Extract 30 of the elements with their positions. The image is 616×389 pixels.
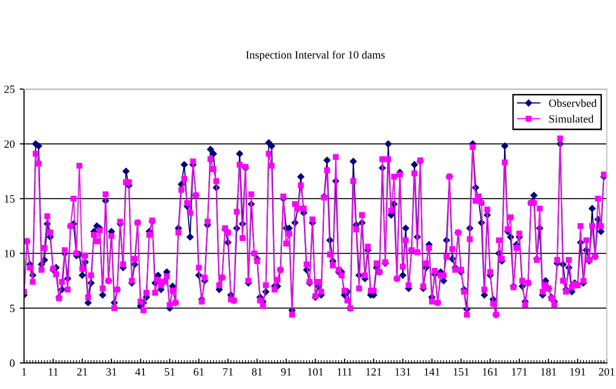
x-tick-label: 141: [424, 368, 440, 376]
x-tick-label: 131: [395, 368, 410, 376]
legend-label: Observbed: [549, 99, 597, 107]
y-tick-label: 5: [10, 304, 15, 312]
y-tick-label: 0: [10, 359, 15, 367]
y-tick-label: 15: [4, 195, 15, 203]
x-tick-label: 121: [366, 368, 382, 376]
y-tick-label: 10: [4, 250, 15, 258]
x-tick-label: 201: [598, 368, 614, 376]
x-tick-label: 41: [135, 368, 146, 376]
y-tick-label: 20: [4, 140, 15, 148]
x-tick-label: 191: [570, 368, 586, 376]
x-tick-label: 91: [281, 368, 292, 376]
chart-title: Inspection Interval for 10 dams: [246, 50, 385, 61]
x-tick-label: 61: [194, 368, 204, 376]
x-tick-label: 101: [308, 368, 324, 376]
x-tick-label: 71: [223, 368, 233, 376]
x-tick-label: 151: [454, 368, 469, 376]
y-tick-label: 25: [4, 86, 15, 94]
x-tick-label: 1: [22, 368, 26, 376]
x-tick-label: 171: [512, 368, 528, 376]
x-tick-label: 161: [482, 368, 498, 376]
x-tick-label: 181: [541, 368, 556, 376]
x-tick-label: 21: [77, 368, 88, 376]
x-tick-label: 51: [164, 368, 175, 376]
legend-label: Simulated: [549, 114, 594, 123]
x-tick-label: 31: [106, 368, 116, 376]
x-tick-label: 11: [48, 368, 58, 376]
x-tick-label: 81: [252, 368, 262, 376]
x-tick-label: 111: [338, 368, 352, 376]
